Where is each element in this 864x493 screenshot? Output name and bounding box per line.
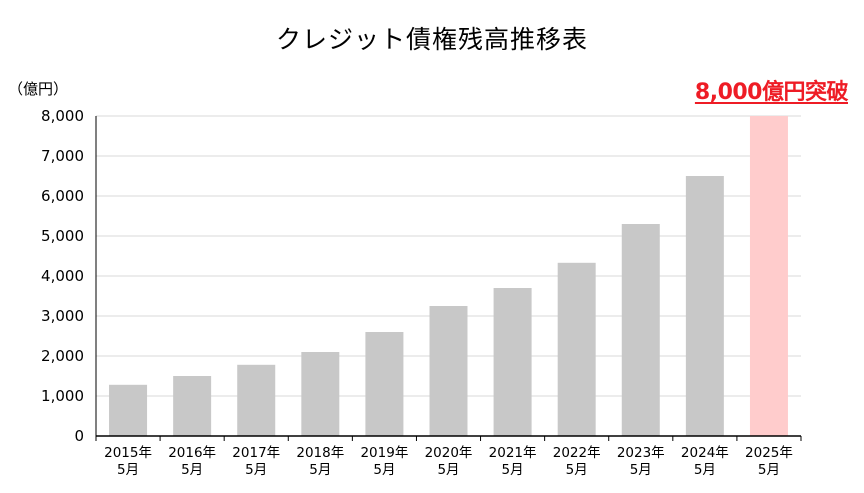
x-tick-labels: 2015年 5月 2016年 5月 2017年 5月 2018年 5月 2019年 5月 2020年… bbox=[104, 445, 793, 478]
x-tick-label: 2019年 5月 bbox=[360, 445, 408, 478]
y-tick-label: 8,000 bbox=[41, 107, 84, 125]
y-tick-label: 5,000 bbox=[41, 227, 84, 245]
y-axis-unit-label: （億円） bbox=[8, 80, 69, 98]
y-tick-label: 6,000 bbox=[41, 187, 84, 205]
bar bbox=[109, 384, 148, 436]
x-tick-label: 2018年 5月 bbox=[296, 445, 344, 478]
y-tick-label: 1,000 bbox=[41, 387, 84, 405]
bar bbox=[429, 306, 468, 436]
x-tick-label: 2023年 5月 bbox=[617, 445, 665, 478]
x-tick-label: 2015年 5月 bbox=[104, 445, 152, 478]
axes bbox=[95, 116, 802, 441]
bar bbox=[557, 262, 596, 436]
bar bbox=[365, 332, 404, 436]
x-tick-label: 2025年 5月 bbox=[745, 445, 793, 478]
chart-title: クレジット債権残高推移表 bbox=[275, 25, 588, 54]
bar bbox=[685, 176, 724, 436]
x-tick-label: 2022年 5月 bbox=[553, 445, 601, 478]
highlight-annotation: 8,000億円突破 bbox=[694, 80, 849, 105]
y-tick-label: 0 bbox=[74, 427, 84, 445]
bar bbox=[301, 352, 340, 436]
bars bbox=[109, 116, 788, 436]
x-tick-label: 2017年 5月 bbox=[232, 445, 280, 478]
y-tick-label: 3,000 bbox=[41, 307, 84, 325]
bar bbox=[493, 288, 532, 436]
bar bbox=[621, 224, 660, 436]
y-tick-label: 7,000 bbox=[41, 147, 84, 165]
x-tick-label: 2021年 5月 bbox=[489, 445, 537, 478]
y-tick-labels: 0 1,000 2,000 3,000 4,000 5,000 6,000 7,000 8,00… bbox=[41, 107, 84, 445]
x-tick-label: 2020年 5月 bbox=[425, 445, 473, 478]
y-tick-label: 4,000 bbox=[41, 267, 84, 285]
y-tick-label: 2,000 bbox=[41, 347, 84, 365]
bar bbox=[237, 364, 276, 436]
bar-highlight bbox=[749, 116, 788, 436]
x-tick-label: 2016年 5月 bbox=[168, 445, 216, 478]
bar bbox=[173, 376, 212, 436]
x-tick-label: 2024年 5月 bbox=[681, 445, 729, 478]
